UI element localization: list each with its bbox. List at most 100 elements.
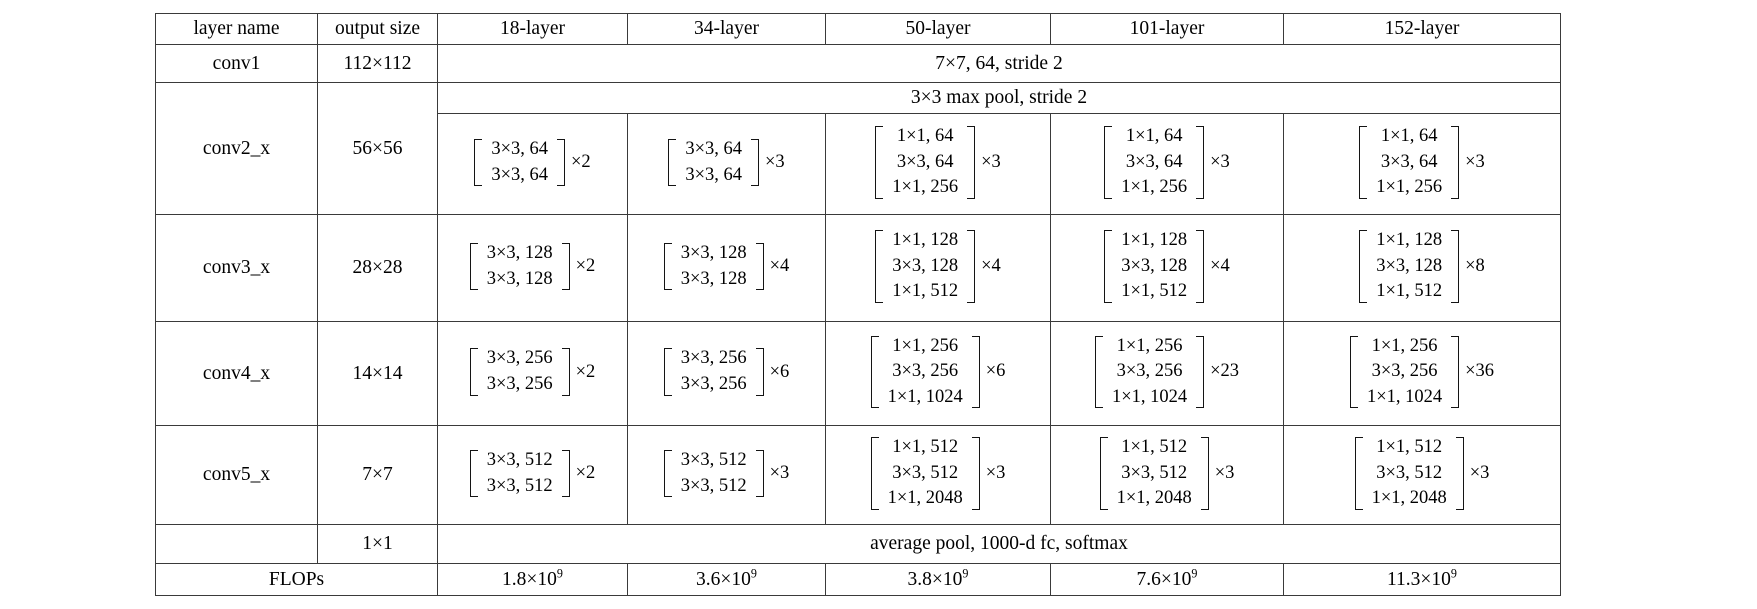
- block-line: 3×3, 256: [680, 374, 747, 394]
- residual-block: 3×3, 64 3×3, 64 ×3: [668, 136, 785, 189]
- block-line: 3×3, 64: [685, 138, 742, 159]
- bracket-right-icon: [967, 230, 976, 303]
- flops-row: FLOPs 1.8×109 3.6×109 3.8×109 7.6×109 11…: [155, 563, 1561, 596]
- bracket-left-icon: [1099, 437, 1108, 510]
- bracket-left-icon: [870, 335, 879, 409]
- avgpool-row: 1×1 average pool, 1000-d fc, softmax: [155, 524, 1561, 564]
- conv2-18-layer-cell: 3×3, 64 3×3, 64 ×2: [437, 113, 628, 215]
- flops-value: 1.8×109: [502, 566, 563, 590]
- conv5-output: 7×7: [317, 425, 438, 525]
- block-line: 3×3, 256: [680, 348, 747, 369]
- bracket-left-icon: [469, 242, 478, 291]
- flops-value: 7.6×109: [1136, 566, 1198, 590]
- conv1-span: 7×7, 64, stride 2: [437, 44, 1561, 83]
- bracket-left-icon: [668, 138, 677, 187]
- block-line: 1×1, 512: [892, 437, 959, 458]
- block-multiplier: ×3: [1465, 151, 1485, 172]
- block-multiplier: ×36: [1465, 361, 1495, 382]
- block-line: 3×3, 64: [1380, 151, 1438, 172]
- block-multiplier: ×3: [1214, 462, 1235, 483]
- bracket-right-icon: [1196, 335, 1205, 409]
- residual-block: 1×1, 64 3×3, 64 1×1, 256 ×3: [1104, 123, 1230, 202]
- block-multiplier: ×4: [769, 256, 790, 276]
- conv4-row: conv4_x 14×14 3×3, 256 3×3, 256 ×2 3×3, …: [155, 321, 1561, 426]
- block-multiplier: ×2: [575, 361, 596, 382]
- residual-block: 3×3, 256 3×3, 256 ×6: [663, 345, 790, 398]
- flops-101-layer: 7.6×109: [1050, 563, 1284, 596]
- resnet-architecture-table: layer name output size 18-layer 34-layer…: [155, 13, 1561, 596]
- block-line: 1×1, 64: [896, 126, 954, 147]
- conv5-50-layer-cell: 1×1, 512 3×3, 512 1×1, 2048 ×3: [825, 425, 1051, 525]
- conv3-101-layer-cell: 1×1, 128 3×3, 128 1×1, 512 ×4: [1050, 214, 1284, 322]
- block-multiplier: ×3: [981, 151, 1001, 172]
- header-101-layer: 101-layer: [1050, 13, 1284, 45]
- block-line: 3×3, 64: [491, 164, 548, 185]
- conv4-34-layer-cell: 3×3, 256 3×3, 256 ×6: [627, 321, 826, 426]
- conv4-152-layer-cell: 1×1, 256 3×3, 256 1×1, 1024 ×36: [1283, 321, 1561, 426]
- residual-block: 3×3, 512 3×3, 512 ×3: [663, 447, 789, 500]
- residual-block: 1×1, 512 3×3, 512 1×1, 2048 ×3: [1099, 434, 1235, 513]
- conv5-34-layer-cell: 3×3, 512 3×3, 512 ×3: [627, 425, 826, 525]
- block-multiplier: ×8: [1465, 255, 1485, 276]
- bracket-left-icon: [1359, 230, 1368, 303]
- block-multiplier: ×4: [981, 255, 1001, 276]
- header-18-layer: 18-layer: [437, 13, 628, 45]
- flops-value: 3.6×109: [696, 566, 757, 590]
- conv2-101-layer-cell: 1×1, 64 3×3, 64 1×1, 256 ×3: [1050, 113, 1284, 215]
- conv2-name: conv2_x: [155, 82, 318, 215]
- block-line: 3×3, 128: [892, 255, 959, 276]
- conv3-name: conv3_x: [155, 214, 318, 322]
- residual-block: 1×1, 128 3×3, 128 1×1, 512 ×4: [1104, 227, 1230, 306]
- block-line: 3×3, 512: [486, 449, 553, 470]
- conv3-34-layer-cell: 3×3, 128 3×3, 128 ×4: [627, 214, 826, 322]
- conv5-name: conv5_x: [155, 425, 318, 525]
- block-line: 3×3, 256: [486, 348, 553, 369]
- block-line: 1×1, 64: [1380, 126, 1438, 147]
- block-line: 3×3, 64: [896, 151, 954, 172]
- resnet-architecture-table-wrap: layer name output size 18-layer 34-layer…: [155, 13, 1561, 596]
- bracket-left-icon: [1094, 335, 1103, 409]
- flops-value: 3.8×109: [907, 566, 969, 590]
- residual-block: 1×1, 512 3×3, 512 1×1, 2048 ×3: [1354, 434, 1489, 513]
- residual-block: 1×1, 256 3×3, 256 1×1, 1024 ×6: [870, 333, 1005, 412]
- block-line: 1×1, 128: [1376, 230, 1443, 251]
- bracket-left-icon: [663, 449, 672, 498]
- residual-block: 3×3, 64 3×3, 64 ×2: [474, 136, 591, 189]
- block-line: 1×1, 64: [1125, 126, 1183, 147]
- block-line: 1×1, 1024: [887, 386, 963, 407]
- bracket-right-icon: [755, 449, 764, 498]
- flops-label: FLOPs: [155, 563, 438, 596]
- block-line: 3×3, 512: [1121, 462, 1188, 483]
- conv3-152-layer-cell: 1×1, 128 3×3, 128 1×1, 512 ×8: [1283, 214, 1561, 322]
- residual-block: 3×3, 256 3×3, 256 ×2: [469, 345, 596, 398]
- block-line: 1×1, 512: [1121, 281, 1188, 302]
- bracket-left-icon: [469, 348, 478, 396]
- block-multiplier: ×6: [769, 361, 790, 382]
- conv5-row: conv5_x 7×7 3×3, 512 3×3, 512 ×2 3×3, 51…: [155, 425, 1561, 525]
- block-line: 3×3, 64: [1125, 151, 1183, 172]
- block-line: 1×1, 256: [1376, 177, 1443, 198]
- conv3-output: 28×28: [317, 214, 438, 322]
- bracket-right-icon: [561, 449, 570, 498]
- conv3-18-layer-cell: 3×3, 128 3×3, 128 ×2: [437, 214, 628, 322]
- block-multiplier: ×2: [575, 256, 596, 276]
- residual-block: 3×3, 512 3×3, 512 ×2: [469, 447, 595, 500]
- bracket-right-icon: [755, 348, 764, 396]
- bracket-right-icon: [557, 138, 565, 187]
- block-multiplier: ×4: [1210, 255, 1230, 276]
- conv5-152-layer-cell: 1×1, 512 3×3, 512 1×1, 2048 ×3: [1283, 425, 1561, 525]
- residual-block: 1×1, 128 3×3, 128 1×1, 512 ×8: [1359, 227, 1485, 306]
- bracket-left-icon: [1104, 230, 1113, 303]
- bracket-left-icon: [663, 348, 672, 396]
- block-line: 3×3, 64: [685, 164, 742, 185]
- flops-152-layer: 11.3×109: [1283, 563, 1561, 596]
- bracket-right-icon: [1200, 437, 1209, 510]
- block-multiplier: ×3: [765, 152, 785, 172]
- bracket-left-icon: [1349, 335, 1358, 409]
- block-line: 1×1, 512: [1121, 437, 1188, 458]
- residual-block: 1×1, 64 3×3, 64 1×1, 256 ×3: [1359, 123, 1485, 202]
- bracket-right-icon: [1451, 335, 1460, 409]
- bracket-right-icon: [1451, 126, 1460, 199]
- block-line: 3×3, 256: [1371, 361, 1438, 382]
- flops-value: 11.3×109: [1387, 566, 1457, 590]
